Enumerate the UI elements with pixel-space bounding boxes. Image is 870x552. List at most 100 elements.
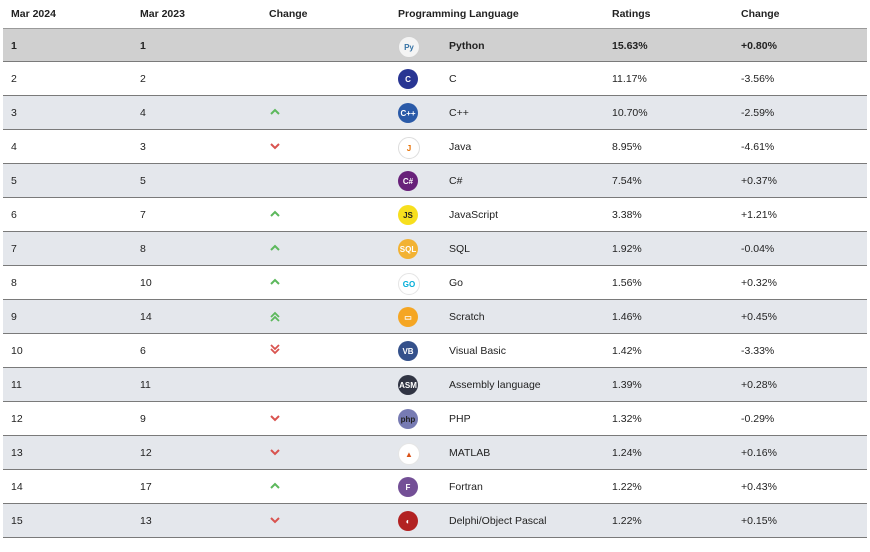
header-rating-change: Change [741,8,780,20]
rank-current: 8 [11,277,17,289]
rank-current: 9 [11,311,17,323]
java-logo-icon: J [398,137,420,159]
language-name: C++ [449,107,469,119]
rank-current: 1 [11,40,17,52]
rank-previous: 4 [140,107,146,119]
table-row: 9 14 ▭ Scratch 1.46% +0.45% [3,300,867,334]
matlab-logo-icon: ▲ [398,443,420,465]
language-name: Assembly language [449,379,541,391]
visual-basic-logo-icon: VB [398,341,418,361]
language-name: Delphi/Object Pascal [449,515,547,527]
rating-value: 3.38% [612,209,642,221]
fortran-logo-icon: F [398,477,418,497]
table-body: 1 1 Py Python 15.63% +0.80% 2 2 C C 11.17% -3.56% 3 4… [3,28,867,538]
rank-previous: 2 [140,73,146,85]
assembly-logo-icon: ASM [398,375,418,395]
rating-value: 1.32% [612,413,642,425]
language-name: SQL [449,243,471,255]
language-name: Scratch [449,311,485,323]
table-row: 8 10 GO Go 1.56% +0.32% [3,266,867,300]
rank-previous: 9 [140,413,146,425]
arrow-down-icon [269,139,281,153]
php-logo-icon: php [398,409,418,429]
language-name: Java [449,141,472,153]
header-ratings: Ratings [612,8,651,20]
double-arrow-up-icon [269,309,281,323]
table-header: Mar 2024 Mar 2023 Change Programming Lan… [3,0,867,28]
rating-change: -3.56% [741,73,775,85]
double-arrow-down-icon [269,343,281,357]
rating-value: 1.56% [612,277,642,289]
rating-value: 1.22% [612,515,642,527]
arrow-up-icon [269,479,281,493]
rank-previous: 10 [140,277,152,289]
rating-value: 1.24% [612,447,642,459]
rating-value: 10.70% [612,107,648,119]
arrow-up-icon [269,275,281,289]
rank-previous: 6 [140,345,146,357]
table-row: 15 13 ◐ Delphi/Object Pascal 1.22% +0.15% [3,504,867,538]
header-previous-month: Mar 2023 [140,8,185,20]
csharp-logo-icon: C# [398,171,418,191]
rating-change: +0.37% [741,175,777,187]
rank-current: 12 [11,413,23,425]
rating-change: +0.16% [741,447,777,459]
table-row: 7 8 SQL SQL 1.92% -0.04% [3,232,867,266]
rating-change: +0.15% [741,515,777,527]
table-row: 3 4 C++ C++ 10.70% -2.59% [3,96,867,130]
rating-value: 8.95% [612,141,642,153]
language-name: JavaScript [449,209,499,221]
language-name: C# [449,175,463,187]
rating-value: 1.42% [612,345,642,357]
rating-value: 1.46% [612,311,642,323]
table-row: 10 6 VB Visual Basic 1.42% -3.33% [3,334,867,368]
rating-change: +0.28% [741,379,777,391]
rank-previous: 17 [140,481,152,493]
rating-value: 1.22% [612,481,642,493]
rating-change: -0.04% [741,243,775,255]
table-row: 12 9 php PHP 1.32% -0.29% [3,402,867,436]
arrow-down-icon [269,445,281,459]
arrow-down-icon [269,513,281,527]
rating-change: -3.33% [741,345,775,357]
rating-change: -4.61% [741,141,775,153]
language-name: MATLAB [449,447,491,459]
rank-previous: 5 [140,175,146,187]
ranking-table: Mar 2024 Mar 2023 Change Programming Lan… [3,0,867,538]
rating-change: -2.59% [741,107,775,119]
javascript-logo-icon: JS [398,205,418,225]
rating-change: -0.29% [741,413,775,425]
rank-current: 4 [11,141,17,153]
table-row: 1 1 Py Python 15.63% +0.80% [3,28,867,62]
rating-change: +0.45% [741,311,777,323]
table-row: 6 7 JS JavaScript 3.38% +1.21% [3,198,867,232]
rank-previous: 13 [140,515,152,527]
rank-current: 5 [11,175,17,187]
arrow-up-icon [269,207,281,221]
cpp-logo-icon: C++ [398,103,418,123]
python-logo-icon: Py [398,36,420,58]
table-row: 5 5 C# C# 7.54% +0.37% [3,164,867,198]
arrow-up-icon [269,105,281,119]
table-row: 2 2 C C 11.17% -3.56% [3,62,867,96]
go-logo-icon: GO [398,273,420,295]
rank-previous: 7 [140,209,146,221]
header-language: Programming Language [398,8,519,20]
rank-current: 2 [11,73,17,85]
rating-value: 15.63% [612,40,648,52]
rating-value: 1.39% [612,379,642,391]
arrow-up-icon [269,241,281,255]
sql-logo-icon: SQL [398,239,418,259]
rank-current: 6 [11,209,17,221]
table-row: 4 3 J Java 8.95% -4.61% [3,130,867,164]
language-name: PHP [449,413,471,425]
language-name: Visual Basic [449,345,507,357]
language-name: Python [449,40,485,52]
rank-previous: 8 [140,243,146,255]
rating-change: +0.43% [741,481,777,493]
rank-current: 10 [11,345,23,357]
rating-change: +1.21% [741,209,777,221]
rank-previous: 11 [140,379,151,391]
rank-current: 15 [11,515,23,527]
rating-change: +0.32% [741,277,777,289]
